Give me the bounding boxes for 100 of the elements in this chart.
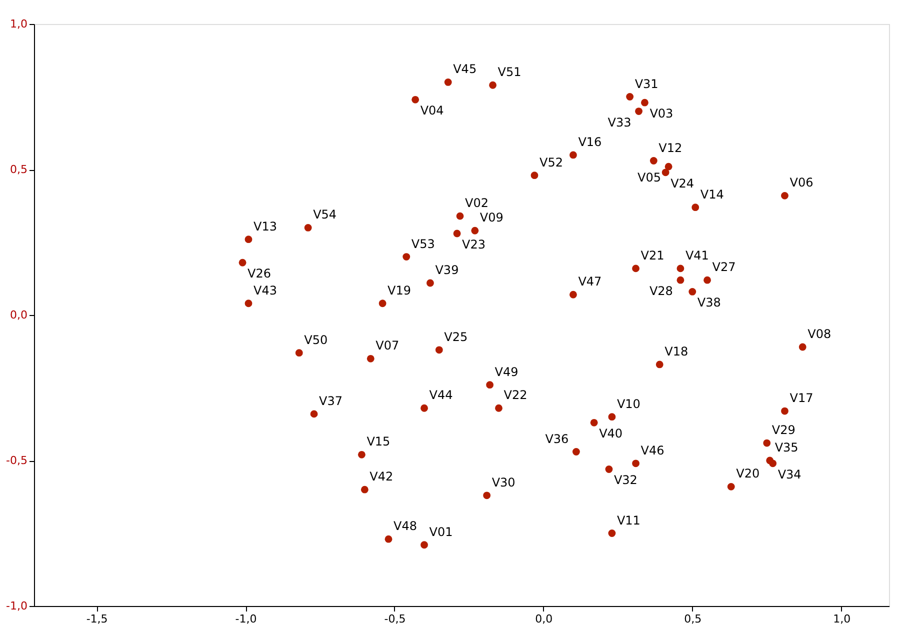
data-label: V41	[685, 248, 709, 262]
point	[358, 450, 366, 458]
y-tick-label: -0,5	[6, 454, 28, 467]
point	[530, 172, 538, 180]
point	[489, 81, 496, 89]
point	[590, 418, 598, 426]
data-label: V43	[253, 283, 277, 298]
point	[727, 482, 735, 490]
data-label: V26	[248, 266, 272, 281]
point	[378, 300, 386, 308]
point	[676, 264, 684, 272]
point	[570, 151, 577, 159]
point	[420, 541, 428, 549]
data-label: V32	[614, 473, 638, 488]
point	[662, 168, 670, 176]
data-label: V30	[492, 475, 516, 490]
point	[420, 404, 428, 412]
data-label: V40	[599, 426, 623, 441]
x-tick-label: 0,0	[535, 612, 553, 626]
data-label: V44	[429, 388, 453, 402]
point	[444, 78, 452, 86]
point	[641, 98, 648, 106]
data-label: V52	[539, 155, 563, 170]
point	[650, 157, 658, 164]
data-label: V19	[388, 283, 412, 298]
data-label: V05	[638, 170, 662, 185]
point	[632, 460, 640, 468]
point	[763, 439, 771, 447]
point	[608, 530, 616, 537]
data-label: V23	[462, 238, 486, 252]
x-tick-label: -1,0	[235, 612, 257, 626]
data-label: V12	[658, 140, 682, 155]
data-label: V10	[616, 396, 640, 411]
point	[664, 162, 672, 170]
data-label: V28	[649, 284, 673, 298]
data-label: V02	[465, 196, 488, 210]
x-tick-label: 0,5	[684, 612, 702, 626]
data-label: V18	[664, 344, 688, 358]
data-label: V15	[366, 434, 390, 449]
data-label: V29	[772, 423, 796, 438]
data-label: V13	[253, 219, 277, 234]
point	[304, 224, 312, 232]
y-tick-label: 0,0	[10, 308, 28, 322]
point	[688, 288, 696, 296]
data-label: V53	[411, 236, 435, 251]
data-label: V35	[774, 440, 798, 454]
point	[626, 93, 634, 100]
data-label: V21	[640, 248, 664, 262]
data-label: V39	[435, 262, 459, 277]
point	[769, 460, 777, 468]
point	[570, 290, 577, 298]
data-label: V48	[394, 519, 417, 534]
point	[572, 448, 580, 456]
data-label: V34	[778, 467, 802, 482]
point	[426, 279, 434, 287]
data-label: V01	[429, 524, 453, 539]
data-label: V31	[634, 76, 658, 91]
point	[360, 486, 368, 494]
data-label: V17	[790, 391, 814, 406]
data-label: V27	[712, 260, 736, 274]
data-label: V22	[504, 388, 528, 402]
data-label: V06	[790, 176, 814, 190]
x-tick-label: 1,0	[833, 612, 851, 626]
data-label: V08	[808, 327, 832, 342]
data-label: V11	[616, 513, 640, 528]
data-label: V03	[650, 106, 674, 121]
point	[486, 381, 494, 389]
y-tick-label: 1,0	[10, 18, 28, 30]
point	[676, 276, 684, 284]
y-tick-label: -1,0	[6, 600, 28, 612]
point	[605, 466, 613, 473]
point	[453, 230, 461, 238]
point	[244, 236, 252, 244]
point	[366, 354, 374, 362]
point	[656, 360, 664, 368]
point	[781, 407, 788, 415]
point	[310, 410, 318, 418]
point	[238, 258, 246, 266]
point	[412, 96, 420, 104]
point	[471, 226, 479, 234]
point	[244, 300, 252, 308]
point	[798, 343, 806, 351]
point	[435, 346, 443, 354]
data-label: V42	[370, 470, 394, 484]
point	[692, 204, 700, 212]
point	[608, 413, 616, 421]
point	[384, 535, 392, 543]
data-label: V45	[453, 62, 477, 76]
data-label: V51	[498, 65, 522, 80]
data-label: V04	[420, 104, 444, 118]
point	[456, 212, 464, 220]
point	[495, 404, 502, 412]
point	[402, 253, 410, 260]
data-label: V37	[319, 394, 343, 408]
data-label: V24	[670, 176, 694, 190]
point	[781, 192, 788, 200]
point	[632, 264, 640, 272]
data-label: V20	[736, 466, 760, 481]
y-tick-label: 0,5	[10, 163, 28, 176]
data-label: V38	[697, 296, 721, 310]
